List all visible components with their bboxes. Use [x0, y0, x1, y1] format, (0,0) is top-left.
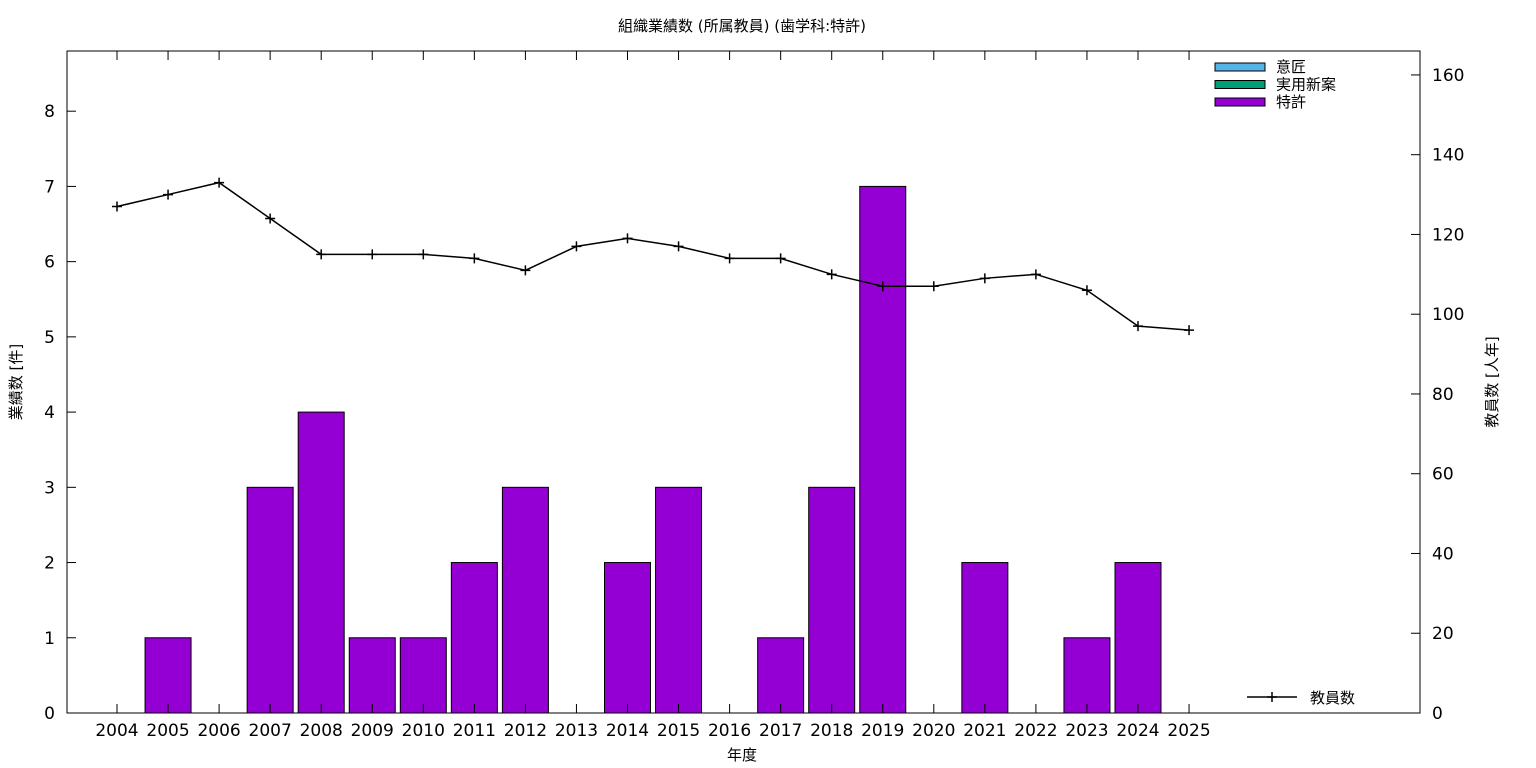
bar-2023: [1063, 637, 1111, 714]
y2-tick-label: 20: [1432, 624, 1454, 644]
line-point: [826, 269, 837, 280]
line-point: [418, 249, 429, 260]
bar-2014: [604, 562, 651, 714]
x-tick-label: 2017: [759, 721, 802, 741]
line-point: [1184, 325, 1195, 336]
line-point: [1133, 321, 1143, 332]
line-point: [877, 281, 888, 292]
bar-2008: [297, 411, 345, 714]
line-point: [163, 189, 174, 200]
x-tick-label: 2013: [555, 721, 598, 741]
x-tick-label: 2004: [95, 721, 138, 741]
bar-2007: [246, 486, 294, 714]
y-tick-label: 6: [44, 253, 55, 273]
x-tick-label: 2025: [1167, 721, 1210, 741]
legend-line-marker: [1267, 692, 1277, 702]
line-point: [622, 233, 633, 244]
line-point: [469, 253, 480, 264]
bar-2010: [399, 637, 447, 714]
legend-label: 意匠: [1276, 58, 1306, 76]
y-tick-label: 1: [44, 629, 55, 649]
y-tick-label: 3: [44, 478, 55, 498]
y2-tick-label: 60: [1432, 465, 1454, 485]
x-tick-label: 2010: [402, 721, 445, 741]
x-tick-label: 2023: [1065, 721, 1108, 741]
y-tick-label: 8: [44, 102, 55, 122]
y2-tick-label: 40: [1432, 544, 1454, 564]
y-axis-label: 業績数 [件]: [7, 344, 25, 420]
y-tick-label: 4: [44, 403, 55, 423]
bar-2018: [808, 486, 856, 714]
x-tick-label: 2007: [249, 721, 292, 741]
line-point: [265, 213, 276, 224]
x-tick-label: 2016: [708, 721, 751, 741]
line-point: [979, 273, 990, 284]
bar-2005: [144, 637, 192, 714]
chart-title: 組織業績数 (所属教員) (歯学科:特許): [618, 17, 866, 35]
y-tick-label: 7: [44, 177, 55, 197]
y2-tick-label: 0: [1432, 704, 1443, 724]
x-tick-label: 2006: [197, 721, 240, 741]
legend-swatch: [1214, 80, 1266, 89]
y-tick-label: 0: [44, 704, 55, 724]
x-tick-label: 2021: [963, 721, 1006, 741]
x-tick-label: 2019: [861, 721, 904, 741]
y2-tick-label: 160: [1432, 66, 1464, 86]
y2-tick-label: 120: [1432, 225, 1464, 245]
plot-frame: [66, 50, 1421, 714]
x-tick-label: 2020: [912, 721, 955, 741]
line-point: [1030, 269, 1041, 280]
y-tick-label: 2: [44, 554, 55, 574]
legend-label: 実用新案: [1276, 76, 1336, 94]
line-point: [112, 201, 122, 212]
line-point: [520, 265, 531, 276]
line-point: [928, 281, 939, 292]
x-tick-label: 2008: [300, 721, 343, 741]
y-tick-label: 5: [44, 328, 55, 348]
line-layer: [112, 177, 1195, 336]
bar-2012: [501, 486, 549, 714]
y2-tick-label: 80: [1432, 385, 1454, 405]
line-point: [724, 253, 735, 264]
bar-2011: [450, 562, 498, 714]
x-tick-label: 2005: [146, 721, 189, 741]
line-point: [571, 241, 582, 252]
x-tick-label: 2024: [1116, 721, 1159, 741]
bars-layer: [144, 185, 1162, 714]
legend-line-label: 教員数: [1310, 689, 1355, 707]
x-tick-label: 2011: [453, 721, 496, 741]
legend-swatch: [1214, 97, 1266, 107]
bar-2019: [859, 185, 907, 714]
y2-axis-label: 教員数 [人年]: [1483, 336, 1501, 427]
bar-2015: [655, 486, 703, 714]
x-axis-label: 年度: [727, 746, 757, 764]
legend-label: 特許: [1276, 93, 1306, 111]
bar-2024: [1114, 562, 1162, 714]
x-tick-label: 2015: [657, 721, 700, 741]
legend-swatch: [1214, 62, 1266, 72]
x-tick-label: 2012: [504, 721, 547, 741]
bar-2017: [757, 637, 805, 714]
line-series-教員数: [116, 181, 1190, 331]
line-point: [316, 249, 327, 260]
line-point: [214, 177, 225, 188]
line-point: [1081, 285, 1092, 296]
line-point: [775, 253, 786, 264]
x-tick-label: 2022: [1014, 721, 1057, 741]
bar-2021: [961, 562, 1009, 714]
y2-tick-label: 140: [1432, 146, 1464, 166]
x-tick-label: 2009: [351, 721, 394, 741]
x-tick-label: 2018: [810, 721, 853, 741]
line-point: [367, 249, 378, 260]
y2-tick-label: 100: [1432, 305, 1464, 325]
bar-2009: [348, 637, 396, 714]
x-tick-label: 2014: [606, 721, 649, 741]
line-point: [673, 241, 684, 252]
